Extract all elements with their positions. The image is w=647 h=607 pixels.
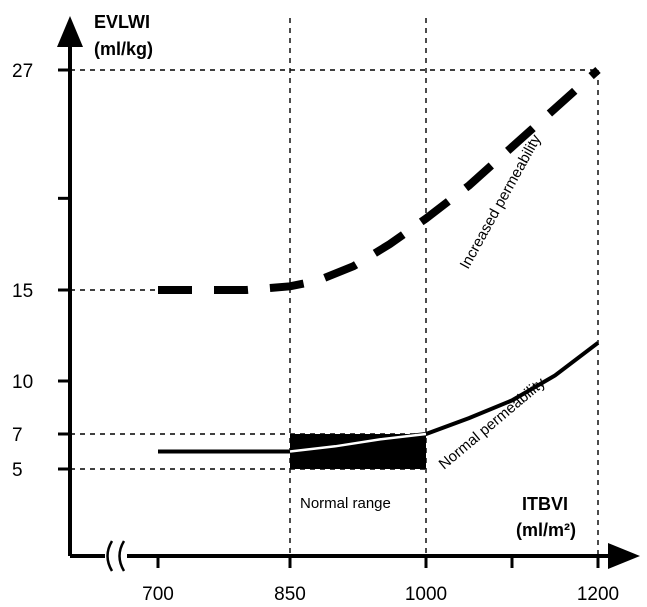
increased-permeability-label: Increased permeability xyxy=(457,131,545,272)
x-axis-arrow xyxy=(608,543,640,569)
y-axis-arrow xyxy=(57,16,83,47)
normal-permeability-line-inrange xyxy=(289,432,427,453)
normal-range-box xyxy=(290,434,426,469)
normal-range-label: Normal range xyxy=(300,495,391,512)
x-tick-label-1000: 1000 xyxy=(405,584,447,605)
increased-permeability-line xyxy=(158,67,601,294)
x-axis-title: ITBVI xyxy=(522,494,568,514)
reference-lines xyxy=(70,18,599,556)
y-tick-label-27: 27 xyxy=(12,61,33,82)
axis-break-left xyxy=(106,540,114,572)
y-axis-unit: (ml/kg) xyxy=(94,39,153,59)
y-tick-label-7: 7 xyxy=(12,425,23,446)
axis-break-right xyxy=(118,540,126,572)
ticks: 5 7 10 15 27 700 850 1000 1200 xyxy=(12,61,619,605)
x-tick-label-1200: 1200 xyxy=(577,584,619,605)
y-axis-title: EVLWI xyxy=(94,12,150,32)
y-tick-label-5: 5 xyxy=(12,460,23,481)
axes xyxy=(57,16,640,572)
series-lines xyxy=(158,67,601,454)
x-axis-unit: (ml/m²) xyxy=(516,520,576,540)
axis-break-gap xyxy=(105,548,127,565)
x-tick-label-700: 700 xyxy=(142,584,174,605)
x-tick-label-850: 850 xyxy=(274,584,306,605)
y-tick-label-10: 10 xyxy=(12,372,33,393)
y-tick-label-15: 15 xyxy=(12,281,33,302)
normal-range-region xyxy=(290,434,426,469)
